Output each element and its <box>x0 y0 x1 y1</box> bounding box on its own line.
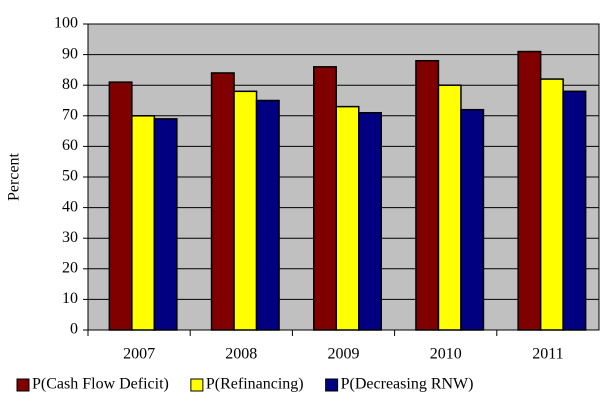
bar <box>415 59 440 331</box>
y-tick-label: 100 <box>54 15 78 32</box>
bar <box>131 115 156 331</box>
y-tick-label: 60 <box>62 137 78 154</box>
bar <box>517 50 542 331</box>
bar <box>562 90 587 331</box>
legend-label: P(Cash Flow Deficit) <box>32 376 169 393</box>
y-axis-label: Percent <box>6 152 23 201</box>
x-tick-label: 2007 <box>123 346 155 363</box>
legend-swatch <box>190 378 204 392</box>
y-tick-label: 0 <box>70 321 78 338</box>
y-tick-label: 40 <box>62 198 78 215</box>
x-tick-label: 2009 <box>328 346 360 363</box>
bar <box>255 99 280 331</box>
y-tick-label: 50 <box>62 168 78 185</box>
bar <box>460 108 485 331</box>
legend-label: P(Decreasing RNW) <box>341 376 474 393</box>
legend-swatch <box>325 378 339 392</box>
legend-label: P(Refinancing) <box>206 376 304 393</box>
bar <box>335 105 360 331</box>
bar <box>153 118 178 331</box>
bar <box>358 111 382 331</box>
bar <box>437 84 462 331</box>
y-tick-label: 70 <box>62 106 78 123</box>
bar <box>108 81 133 331</box>
x-tick-label: 2011 <box>532 346 563 363</box>
bar <box>539 78 564 331</box>
y-tick-label: 80 <box>62 76 78 93</box>
y-tick-label: 10 <box>62 290 78 307</box>
y-tick-label: 20 <box>62 259 78 276</box>
legend-swatch <box>16 378 30 392</box>
bar <box>233 90 258 331</box>
y-tick-label: 90 <box>62 45 78 62</box>
bar <box>313 66 337 331</box>
y-tick-label: 30 <box>62 229 78 246</box>
x-tick-label: 2010 <box>430 346 462 363</box>
bar <box>210 72 235 331</box>
x-tick-label: 2008 <box>225 346 257 363</box>
